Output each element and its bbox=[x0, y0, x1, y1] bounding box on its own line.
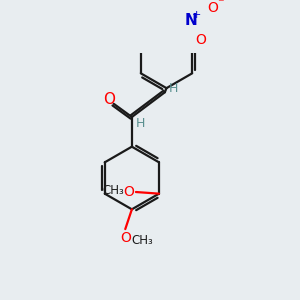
Text: CH₃: CH₃ bbox=[103, 184, 124, 197]
Text: O: O bbox=[207, 1, 218, 15]
Text: N: N bbox=[185, 13, 198, 28]
Text: +: + bbox=[191, 10, 201, 20]
Text: H: H bbox=[168, 82, 178, 95]
Text: CH₃: CH₃ bbox=[132, 234, 154, 247]
Text: H: H bbox=[135, 117, 145, 130]
Text: O: O bbox=[123, 185, 134, 199]
Text: ⁻: ⁻ bbox=[217, 0, 224, 10]
Text: O: O bbox=[120, 231, 131, 245]
Text: O: O bbox=[196, 33, 206, 47]
Text: O: O bbox=[103, 92, 116, 107]
